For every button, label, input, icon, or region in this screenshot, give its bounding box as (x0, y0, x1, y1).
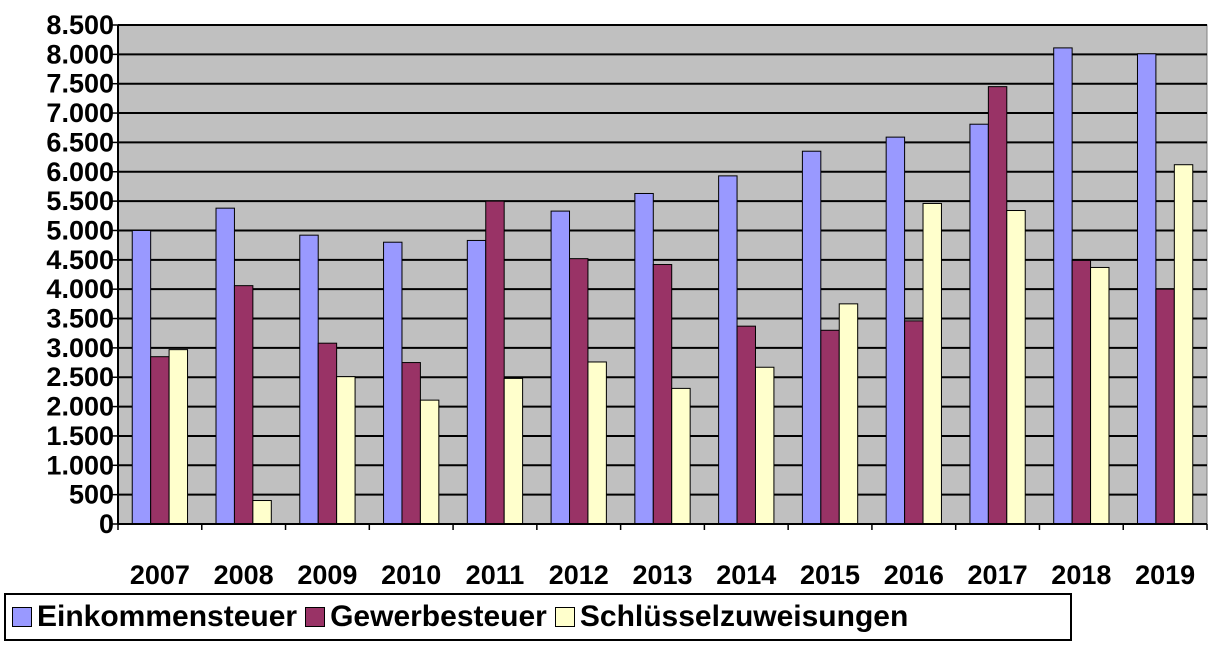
y-tick-label: 6.000 (46, 157, 114, 187)
series-0 (131, 47, 1157, 525)
bar (922, 202, 942, 525)
x-tick-label: 2015 (800, 560, 860, 590)
x-axis: 2007 2008 2009 2010 2011 2012 2013 2014 2015 2016… (117, 523, 1208, 590)
bar (838, 303, 859, 525)
y-tick-label: 8.000 (46, 39, 114, 69)
bar (383, 241, 403, 525)
bar (754, 366, 775, 525)
bar (233, 285, 254, 525)
x-tick-label: 2010 (381, 560, 441, 590)
y-tick-label: 1.000 (46, 450, 114, 480)
legend-item-einkommensteuer: Einkommensteuer (12, 600, 297, 634)
legend-item-schluesselzuweisungen: Schlüsselzuweisungen (554, 600, 909, 634)
bar (1173, 164, 1194, 525)
y-tick-label: 1.500 (46, 421, 114, 451)
legend-label-gewerbesteuer: Gewerbesteuer (330, 600, 547, 633)
legend-swatch-schluesselzuweisungen (554, 607, 575, 627)
bar (466, 239, 487, 525)
bar (485, 200, 505, 525)
bar-chart: 05001.0001.5002.0002.5003.0003.5004.0004… (46, 10, 1208, 590)
bar (1053, 47, 1073, 525)
y-tick-label: 5.000 (46, 215, 114, 245)
x-tick-label: 2009 (297, 560, 357, 590)
bar (503, 377, 524, 525)
bar (299, 234, 319, 525)
bar (652, 264, 673, 525)
bar (718, 175, 738, 525)
x-tick-label: 2016 (884, 560, 944, 590)
y-tick-label: 0 (99, 509, 114, 539)
bar (820, 329, 840, 525)
x-tick-label: 2011 (466, 560, 525, 590)
bar (401, 362, 421, 525)
y-tick-label: 6.500 (46, 127, 114, 157)
bar (150, 356, 170, 525)
bar (252, 500, 272, 525)
x-tick-label: 2007 (130, 560, 190, 590)
y-tick-label: 2.000 (46, 392, 114, 422)
bar (969, 123, 989, 525)
legend-swatch-einkommensteuer (12, 607, 32, 627)
legend-swatch-gewerbesteuer (305, 607, 326, 627)
bar (1155, 288, 1175, 525)
series-1 (150, 86, 1175, 525)
bar (587, 361, 607, 525)
y-tick-label: 4.000 (46, 274, 114, 304)
bar (904, 320, 924, 525)
y-tick-label: 3.000 (46, 333, 114, 363)
bar (168, 349, 189, 525)
y-tick-label: 2.500 (46, 362, 114, 392)
legend-label-einkommensteuer: Einkommensteuer (37, 600, 298, 633)
bar (317, 342, 338, 525)
bar (1136, 53, 1157, 525)
bar (1090, 266, 1110, 525)
x-tick-label: 2019 (1135, 560, 1195, 590)
bar (736, 325, 756, 525)
x-tick-label: 2014 (716, 560, 776, 590)
x-tick-label: 2017 (968, 560, 1028, 590)
bar (550, 210, 571, 525)
x-tick-label: 2008 (214, 560, 274, 590)
y-tick-label: 3.500 (46, 304, 114, 334)
plot-area (117, 24, 1208, 525)
bar (671, 387, 691, 525)
bar (336, 376, 356, 525)
bar (1006, 210, 1026, 525)
legend-label-schluesselzuweisungen: Schlüsselzuweisungen (579, 600, 909, 633)
bar (215, 207, 235, 525)
y-tick-label: 8.500 (46, 10, 114, 40)
y-tick-label: 7.000 (46, 98, 114, 128)
bar (419, 399, 440, 525)
y-tick-label: 4.500 (46, 245, 114, 275)
legend-item-gewerbesteuer: Gewerbesteuer (305, 600, 547, 634)
bar (987, 86, 1008, 525)
bar (569, 258, 589, 525)
y-tick-label: 500 (69, 480, 114, 510)
x-tick-label: 2018 (1051, 560, 1111, 590)
y-axis: 05001.0001.5002.0002.5003.0003.5004.0004… (46, 10, 119, 539)
bar (131, 229, 152, 525)
x-tick-label: 2013 (632, 560, 692, 590)
bar (1071, 259, 1092, 525)
y-tick-label: 5.500 (46, 186, 114, 216)
legend: Einkommensteuer Gewerbesteuer Schlüsselz… (4, 593, 1072, 641)
bar (885, 136, 906, 525)
bar (634, 192, 654, 525)
bar (801, 150, 822, 525)
x-tick-label: 2012 (549, 560, 609, 590)
y-tick-label: 7.500 (46, 69, 114, 99)
